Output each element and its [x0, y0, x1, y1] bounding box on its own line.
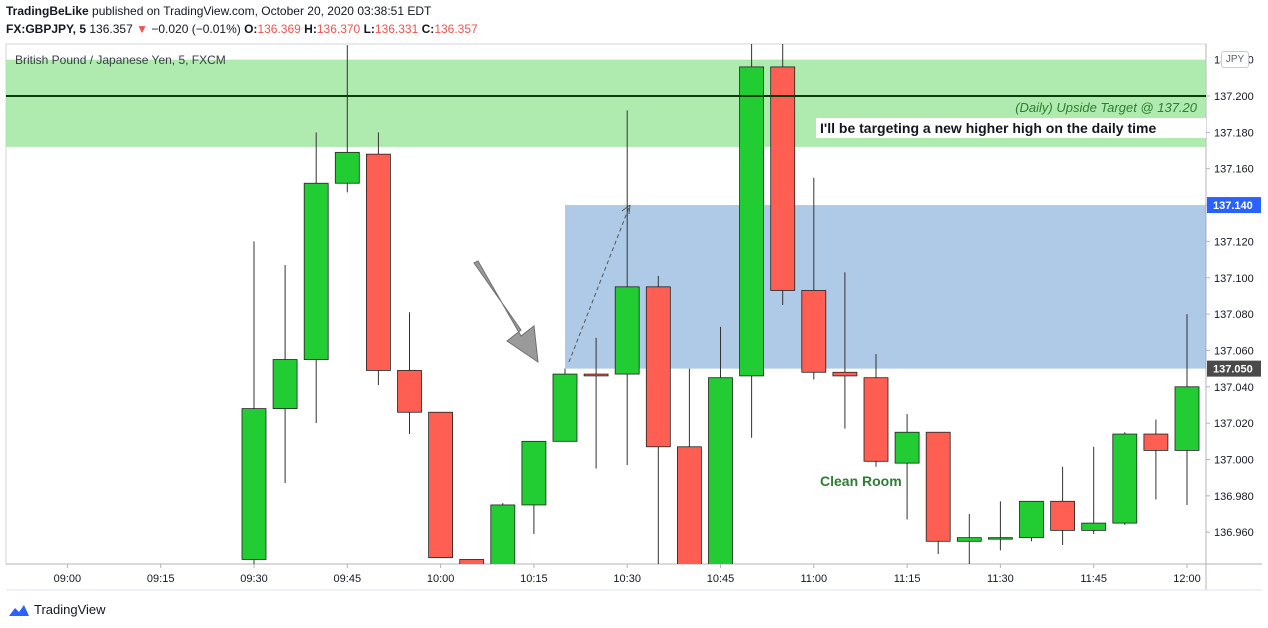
candle-body[interactable]: [334, 151, 360, 184]
candle-body[interactable]: [1112, 433, 1138, 524]
candle-body[interactable]: [801, 290, 827, 373]
projection-arrowhead-icon: [621, 204, 631, 215]
price-tick-label: 137.100: [1214, 273, 1254, 285]
projection-line: [568, 204, 631, 363]
price-tick-label: 137.020: [1214, 418, 1254, 430]
low-label: L:: [363, 22, 375, 36]
candle-body[interactable]: [1019, 500, 1044, 539]
candle-body[interactable]: [521, 440, 547, 506]
time-tick-label: 12:00: [1173, 573, 1201, 585]
price-tick-label: 137.200: [1214, 91, 1254, 103]
candle-body[interactable]: [614, 286, 640, 375]
close-value: 136.357: [434, 22, 478, 36]
high-label: H:: [304, 22, 317, 36]
published-text: published on TradingView.com, October 20…: [92, 4, 432, 18]
time-tick-label: 11:30: [987, 573, 1014, 585]
price-tick-label: 137.060: [1214, 345, 1254, 357]
candle-body[interactable]: [552, 373, 578, 442]
clean-room-label: Clean Room: [820, 473, 902, 489]
currency-button[interactable]: JPY: [1221, 51, 1249, 68]
tradingview-logo[interactable]: TradingView: [8, 602, 106, 617]
price-tick-label: 137.080: [1214, 309, 1254, 321]
candle-body[interactable]: [894, 431, 920, 464]
candle-body[interactable]: [645, 286, 671, 448]
tradingview-cloud-icon: [9, 604, 29, 616]
price-tick-label: 137.160: [1214, 164, 1254, 176]
price-tick-label: 136.960: [1214, 527, 1254, 539]
price-tick-label: 137.000: [1214, 455, 1254, 467]
open-value: 136.369: [257, 22, 301, 36]
candle-body[interactable]: [428, 411, 454, 559]
publish-info: TradingBeLike published on TradingView.c…: [6, 4, 431, 18]
publisher-name[interactable]: TradingBeLike: [6, 4, 89, 18]
candle-body[interactable]: [241, 408, 267, 560]
candle-body[interactable]: [832, 371, 858, 377]
candle-body[interactable]: [677, 446, 702, 587]
time-tick-label: 09:30: [240, 573, 268, 585]
candle-body[interactable]: [863, 377, 889, 462]
low-value: 136.331: [374, 22, 419, 36]
change-value: −0.020 (−0.01%): [151, 22, 241, 36]
time-tick-label: 10:45: [707, 573, 735, 585]
candle-body[interactable]: [1081, 522, 1107, 531]
candle-body[interactable]: [1174, 386, 1200, 451]
price-tick-label: 136.980: [1214, 491, 1254, 503]
candle-body[interactable]: [303, 182, 329, 360]
price-marker: [1207, 197, 1261, 214]
price-marker: [1207, 360, 1261, 377]
price-marker-label: 137.140: [1213, 200, 1253, 212]
symbol-label: FX:GBPJPY, 5: [6, 22, 87, 36]
open-label: O:: [244, 22, 258, 36]
chart-title: British Pound / Japanese Yen, 5, FXCM: [15, 53, 226, 67]
time-tick-label: 11:45: [1080, 573, 1107, 585]
note-text: I'll be targeting a new higher high on t…: [820, 120, 1156, 136]
candle-body[interactable]: [739, 66, 764, 377]
high-value: 136.370: [316, 22, 361, 36]
time-tick-label: 09:45: [334, 573, 362, 585]
candle-body[interactable]: [272, 359, 298, 410]
target-box: [565, 205, 1206, 369]
close-label: C:: [421, 22, 435, 36]
candle-body[interactable]: [397, 370, 422, 413]
time-tick-label: 09:15: [147, 573, 175, 585]
time-tick-label: 09:00: [54, 573, 82, 585]
time-tick-label: 11:15: [894, 573, 921, 585]
candle-body[interactable]: [490, 504, 516, 569]
candle-body[interactable]: [770, 66, 796, 291]
change-down-icon: ▼: [136, 22, 148, 36]
target-line-label: (Daily) Upside Target @ 137.20: [1015, 100, 1198, 115]
candle-body[interactable]: [956, 537, 982, 542]
price-tick-label: 137.120: [1214, 236, 1254, 248]
time-tick-label: 11:00: [800, 573, 827, 585]
candle-body[interactable]: [988, 537, 1013, 540]
price-marker-label: 137.050: [1213, 364, 1253, 376]
candle-body[interactable]: [708, 377, 733, 587]
time-tick-label: 10:15: [520, 573, 548, 585]
last-price: 136.357: [89, 22, 133, 36]
price-tick-label: 137.040: [1214, 382, 1254, 394]
time-tick-label: 10:00: [427, 573, 455, 585]
time-tick-label: 10:30: [613, 573, 641, 585]
candle-body[interactable]: [459, 559, 485, 628]
candle-body[interactable]: [1050, 500, 1075, 531]
candle-body[interactable]: [365, 153, 391, 371]
price-tick-label: 137.180: [1214, 127, 1254, 139]
ohlc-bar: FX:GBPJPY, 5 136.357 ▼ −0.020 (−0.01%) O…: [6, 22, 478, 36]
annotation-arrow-icon: [473, 260, 539, 364]
note-background: [816, 118, 1206, 138]
candle-body[interactable]: [925, 431, 951, 542]
brand-label: TradingView: [34, 602, 106, 617]
candle-body[interactable]: [583, 373, 609, 377]
candle-body[interactable]: [1143, 433, 1169, 451]
